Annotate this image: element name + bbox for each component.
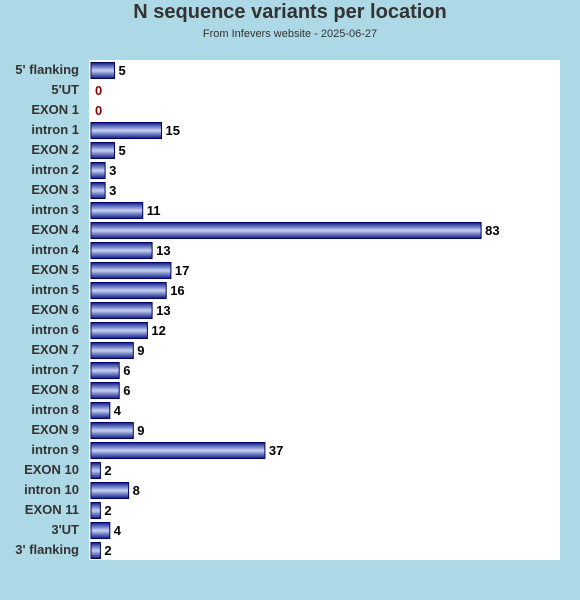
value-label: 17 <box>175 263 189 278</box>
value-label: 0 <box>95 103 102 118</box>
value-label: 2 <box>104 503 111 518</box>
bar <box>90 162 106 179</box>
category-label: intron 1 <box>31 122 79 137</box>
category-label: 3'UT <box>51 522 79 537</box>
bar <box>90 462 101 479</box>
value-label: 12 <box>151 323 165 338</box>
category-label: EXON 5 <box>31 262 79 277</box>
value-label: 2 <box>104 463 111 478</box>
chart-subtitle: From Infevers website - 2025-06-27 <box>202 28 378 40</box>
bar <box>90 262 172 279</box>
category-label: EXON 3 <box>31 182 79 197</box>
category-label: intron 6 <box>31 322 79 337</box>
bar <box>90 182 106 199</box>
bar <box>90 442 266 459</box>
category-label: intron 5 <box>31 282 79 297</box>
category-label: 5' flanking <box>15 62 79 77</box>
bar <box>90 382 120 399</box>
category-label: intron 10 <box>24 482 79 497</box>
value-label: 83 <box>485 223 499 238</box>
value-label: 6 <box>123 383 130 398</box>
value-label: 6 <box>123 363 130 378</box>
value-label: 5 <box>119 63 126 78</box>
bar <box>90 122 162 139</box>
bar <box>90 302 153 319</box>
bar <box>90 322 148 339</box>
bar <box>90 362 120 379</box>
bar <box>90 422 134 439</box>
category-label: 3' flanking <box>15 542 79 557</box>
bar <box>90 482 130 499</box>
category-label: intron 3 <box>31 202 79 217</box>
value-label: 9 <box>137 423 144 438</box>
value-label: 3 <box>109 163 116 178</box>
value-label: 4 <box>114 523 122 538</box>
bar <box>90 522 111 539</box>
value-label: 37 <box>269 443 283 458</box>
category-label: EXON 4 <box>31 222 79 237</box>
category-label: EXON 9 <box>31 422 79 437</box>
bar <box>90 542 101 559</box>
bar <box>90 502 101 519</box>
bar <box>90 142 115 159</box>
category-label: EXON 2 <box>31 142 79 157</box>
value-label: 8 <box>133 483 140 498</box>
bar <box>90 242 153 259</box>
bar <box>90 402 111 419</box>
value-label: 0 <box>95 83 102 98</box>
value-label: 3 <box>109 183 116 198</box>
category-label: EXON 6 <box>31 302 79 317</box>
value-label: 9 <box>137 343 144 358</box>
bar <box>90 62 115 79</box>
bars <box>90 62 482 559</box>
category-label: EXON 10 <box>24 462 79 477</box>
category-labels: 5' flanking 5'UT EXON 1 intron 1 EXON 2 intro… <box>15 62 80 557</box>
value-label: 11 <box>147 203 161 218</box>
bar <box>90 342 134 359</box>
bar <box>90 282 167 299</box>
category-label: intron 2 <box>31 162 79 177</box>
value-label: 5 <box>119 143 126 158</box>
value-label: 15 <box>166 123 180 138</box>
category-label: EXON 11 <box>25 502 79 517</box>
plot-area <box>89 60 560 560</box>
category-label: EXON 8 <box>31 382 79 397</box>
category-label: 5'UT <box>51 82 79 97</box>
chart-title: N sequence variants per location <box>133 1 447 23</box>
category-label: intron 7 <box>31 362 79 377</box>
category-label: intron 8 <box>31 402 79 417</box>
bar <box>90 202 144 219</box>
value-label: 2 <box>104 543 111 558</box>
category-label: EXON 1 <box>31 102 79 117</box>
category-label: EXON 7 <box>31 342 79 357</box>
value-label: 4 <box>114 403 122 418</box>
value-label: 16 <box>170 283 184 298</box>
category-label: intron 9 <box>31 442 79 457</box>
value-label: 13 <box>156 303 170 318</box>
value-label: 13 <box>156 243 170 258</box>
bar <box>90 222 482 239</box>
category-label: intron 4 <box>31 242 79 257</box>
